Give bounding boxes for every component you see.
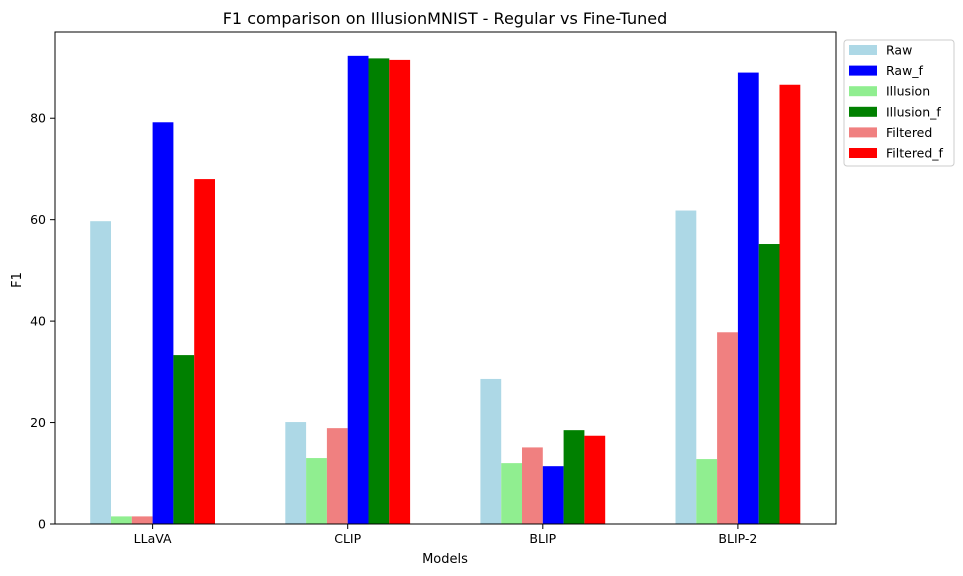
bar-illusion-llava — [111, 516, 132, 524]
bar-raw-clip — [285, 422, 307, 524]
bars-layer — [90, 55, 801, 525]
bar-filtered-blip — [522, 447, 543, 524]
legend-swatch-filtered-f — [849, 148, 877, 158]
legend-label-illusion: Illusion — [886, 84, 930, 99]
bar-filtered-blip-2 — [717, 332, 738, 524]
bar-illusion-f-llava — [173, 355, 195, 524]
bar-illusion-blip — [501, 463, 522, 524]
x-axis: LLaVA CLIP BLIP BLIP-2 — [134, 524, 757, 546]
legend: Raw Raw_f Illusion Illusion_f Filtered Filter… — [843, 39, 955, 167]
x-tick-label: BLIP-2 — [718, 531, 757, 546]
y-tick-label: 20 — [30, 415, 46, 430]
bar-raw-blip-2 — [675, 210, 697, 525]
bar-filtered-clip — [326, 428, 348, 524]
y-tick-label: 0 — [38, 517, 46, 532]
bar-filtered-f-clip — [389, 59, 411, 525]
legend-swatch-filtered — [849, 127, 877, 138]
bar-raw-f-blip — [542, 466, 564, 524]
legend-swatch-raw-f — [849, 65, 877, 76]
legend-swatch-illusion-f — [849, 106, 877, 117]
y-tick-label: 40 — [30, 314, 46, 329]
x-tick-label: BLIP — [529, 531, 556, 546]
bar-raw-blip — [480, 378, 502, 524]
x-tick-label: LLaVA — [134, 531, 172, 546]
bar-filtered-f-blip-2 — [779, 84, 801, 524]
bar-illusion-f-blip-2 — [758, 244, 780, 524]
bar-illusion-blip-2 — [696, 459, 718, 524]
y-tick-label: 60 — [30, 212, 46, 227]
x-axis-label: Models — [422, 552, 468, 567]
legend-label-raw: Raw — [886, 43, 912, 58]
bar-filtered-llava — [131, 516, 153, 524]
legend-label-filtered-f: Filtered_f — [886, 146, 944, 161]
y-tick-label: 80 — [30, 111, 46, 126]
legend-label-raw-f: Raw_f — [886, 63, 924, 78]
chart-title: F1 comparison on IllusionMNIST - Regular… — [223, 9, 668, 28]
legend-swatch-illusion — [849, 86, 877, 97]
bar-filtered-f-llava — [194, 179, 215, 524]
x-tick-label: CLIP — [334, 531, 361, 546]
plot-area-frame — [54, 31, 837, 525]
bar-raw-f-llava — [152, 122, 174, 524]
y-axis: 0 20 40 60 80 — [30, 111, 55, 532]
bar-illusion-clip — [306, 458, 327, 524]
legend-label-illusion-f: Illusion_f — [886, 104, 941, 119]
bar-illusion-f-blip — [563, 430, 585, 524]
bar-illusion-f-clip — [368, 58, 390, 524]
bar-filtered-f-blip — [584, 435, 606, 524]
legend-swatch-raw — [849, 45, 877, 55]
bar-raw-llava — [90, 221, 111, 524]
legend-label-filtered: Filtered — [886, 125, 932, 140]
bar-raw-f-clip — [347, 55, 369, 525]
bar-raw-f-blip-2 — [737, 72, 759, 524]
y-axis-label: F1 — [10, 272, 25, 288]
